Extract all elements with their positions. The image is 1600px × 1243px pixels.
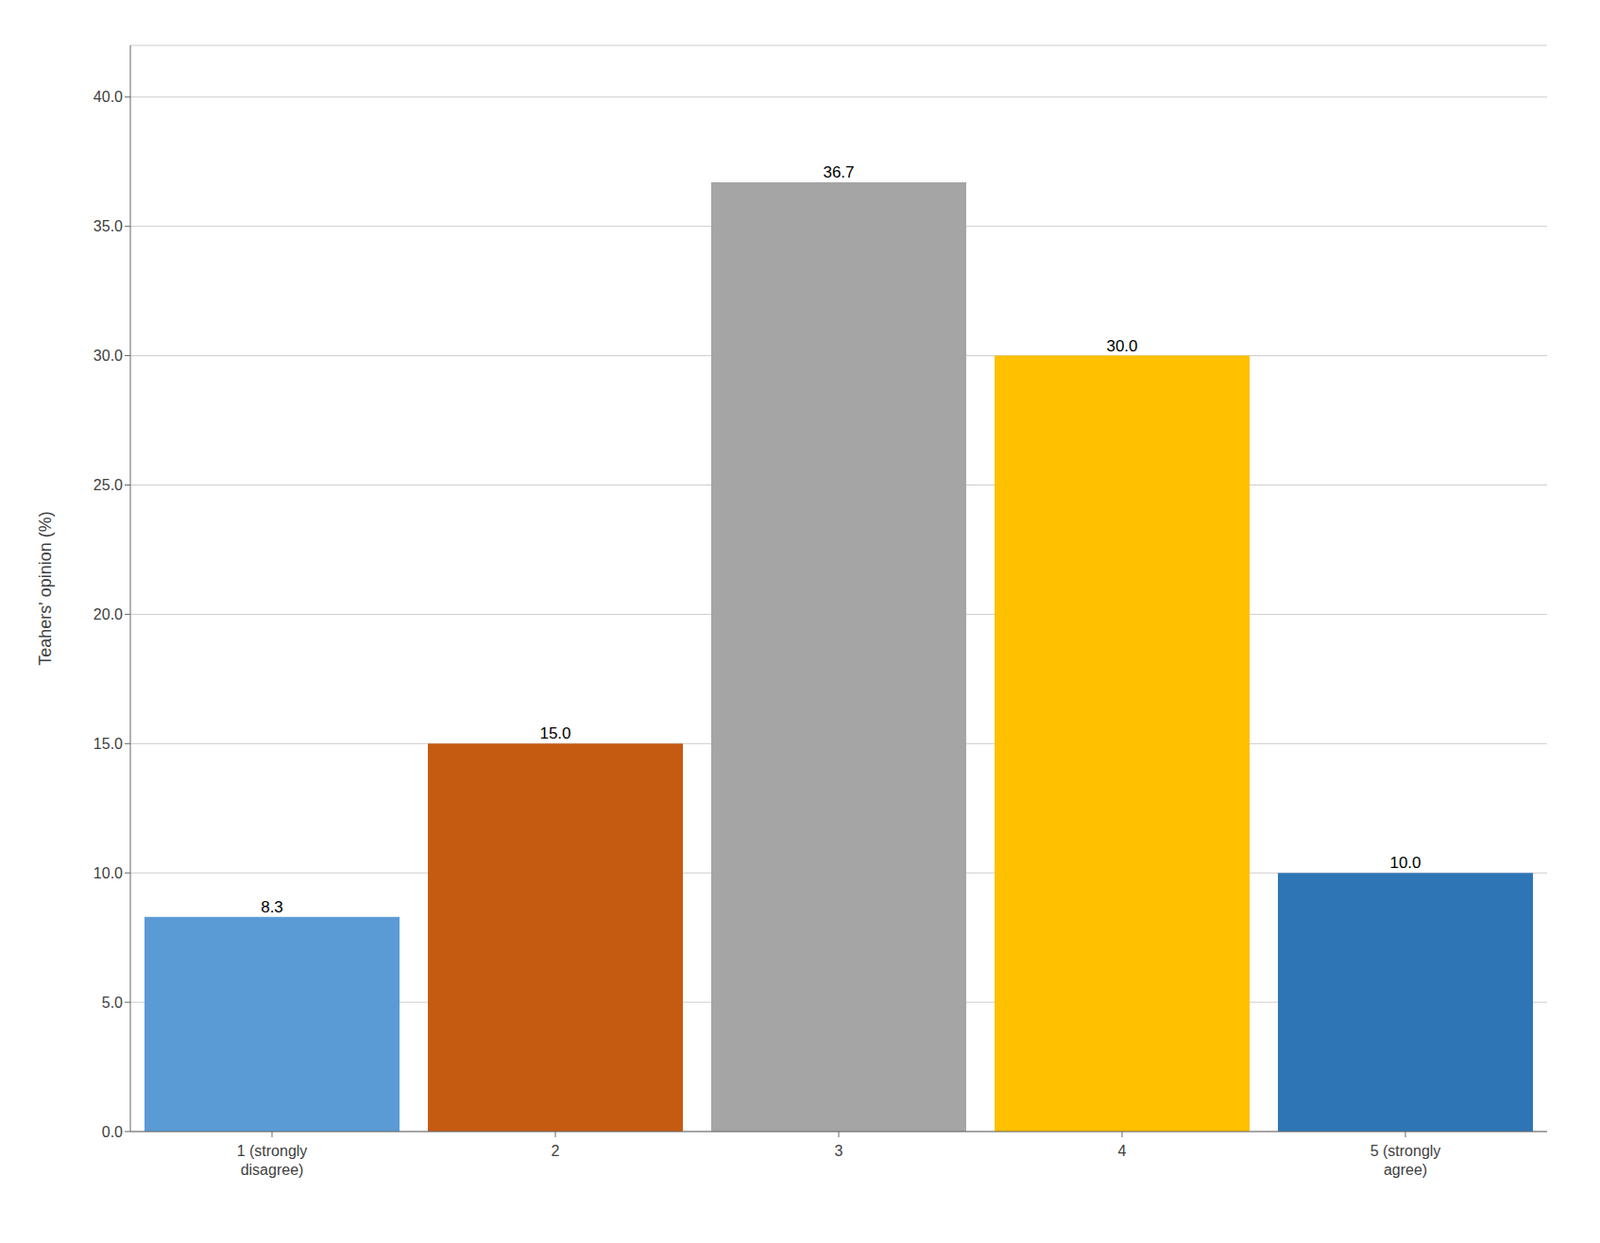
svg-text:10.0: 10.0 (93, 865, 123, 882)
svg-text:30.0: 30.0 (1106, 337, 1138, 356)
svg-text:Teahers' opinion (%): Teahers' opinion (%) (35, 510, 55, 666)
svg-text:20.0: 20.0 (93, 606, 123, 623)
svg-text:4: 4 (1118, 1142, 1127, 1159)
svg-text:15.0: 15.0 (539, 724, 571, 743)
svg-text:40.0: 40.0 (93, 88, 123, 105)
svg-text:3: 3 (834, 1142, 844, 1159)
svg-text:0.0: 0.0 (102, 1123, 123, 1141)
svg-text:30.0: 30.0 (93, 347, 123, 364)
svg-text:5 (stronglyagree): 5 (stronglyagree) (1370, 1142, 1442, 1178)
svg-text:1 (stronglydisagree): 1 (stronglydisagree) (237, 1142, 308, 1178)
svg-text:15.0: 15.0 (93, 735, 123, 752)
svg-text:35.0: 35.0 (93, 218, 123, 235)
svg-text:2: 2 (551, 1142, 561, 1159)
svg-text:36.7: 36.7 (822, 163, 854, 182)
svg-text:5.0: 5.0 (102, 994, 123, 1011)
svg-text:8.3: 8.3 (260, 898, 284, 917)
svg-text:25.0: 25.0 (93, 476, 123, 494)
svg-text:10.0: 10.0 (1389, 853, 1421, 872)
